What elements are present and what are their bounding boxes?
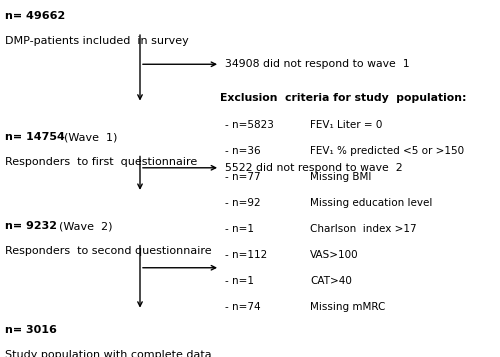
Text: Study population with complete data: Study population with complete data: [5, 350, 212, 357]
Text: - n=77: - n=77: [225, 172, 260, 182]
Text: DMP-patients included  in survey: DMP-patients included in survey: [5, 36, 189, 46]
Text: CAT>40: CAT>40: [310, 276, 352, 286]
Text: Missing mMRC: Missing mMRC: [310, 302, 386, 312]
Text: (Wave  2): (Wave 2): [52, 221, 113, 231]
Text: FEV₁ % predicted <5 or >150: FEV₁ % predicted <5 or >150: [310, 146, 464, 156]
Text: FEV₁ Liter = 0: FEV₁ Liter = 0: [310, 120, 382, 130]
Text: - n=1: - n=1: [225, 224, 254, 234]
Text: Responders  to second questionnaire: Responders to second questionnaire: [5, 246, 212, 256]
Text: - n=74: - n=74: [225, 302, 260, 312]
Text: - n=5823: - n=5823: [225, 120, 274, 130]
Text: - n=92: - n=92: [225, 198, 260, 208]
Text: Charlson  index >17: Charlson index >17: [310, 224, 416, 234]
Text: n= 49662: n= 49662: [5, 11, 65, 21]
Text: - n=36: - n=36: [225, 146, 260, 156]
Text: n= 14754: n= 14754: [5, 132, 65, 142]
Text: 34908 did not respond to wave  1: 34908 did not respond to wave 1: [225, 59, 410, 69]
Text: 5522 did not respond to wave  2: 5522 did not respond to wave 2: [225, 163, 402, 173]
Text: - n=112: - n=112: [225, 250, 267, 260]
Text: n= 9232: n= 9232: [5, 221, 57, 231]
Text: (Wave  1): (Wave 1): [58, 132, 118, 142]
Text: Responders  to first  questionnaire: Responders to first questionnaire: [5, 157, 197, 167]
Text: n= 3016: n= 3016: [5, 325, 57, 335]
Text: - n=1: - n=1: [225, 276, 254, 286]
Text: Missing BMI: Missing BMI: [310, 172, 372, 182]
Text: VAS>100: VAS>100: [310, 250, 358, 260]
Text: Missing education level: Missing education level: [310, 198, 432, 208]
Text: Exclusion  criteria for study  population:: Exclusion criteria for study population:: [220, 93, 466, 103]
